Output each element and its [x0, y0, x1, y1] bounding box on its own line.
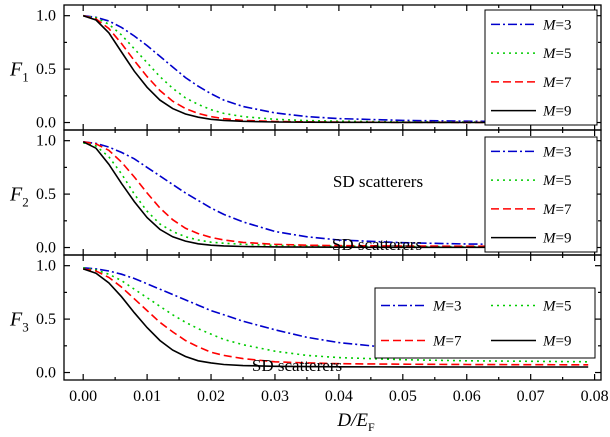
legend-label: M=7 — [432, 334, 462, 350]
legend-label: M=3 — [542, 17, 571, 33]
annotation: SD scatterers — [333, 172, 423, 191]
y-tick-label: 1.0 — [36, 133, 56, 150]
y-tick-label: 0.0 — [36, 365, 56, 382]
legend-label: M=3 — [542, 144, 571, 160]
y-axis-label: F1 — [9, 59, 29, 85]
x-tick-label: 0.05 — [389, 388, 417, 405]
legend-label: M=7 — [542, 202, 572, 218]
x-tick-label: 0.04 — [325, 388, 353, 405]
x-axis-label: D/EF — [336, 410, 375, 434]
plot-frame — [63, 254, 602, 381]
x-tick-label: 0.08 — [581, 388, 609, 405]
y-tick-label: 1.0 — [36, 258, 56, 275]
legend-label: M=5 — [542, 299, 571, 315]
panels: 0.00.51.0SD scatterersF1M=3M=5M=7M=90.00… — [9, 4, 609, 405]
legend-box — [484, 9, 598, 126]
series-line-M3 — [83, 141, 589, 246]
legend-label: M=9 — [542, 334, 571, 350]
x-tick-label: 0.01 — [133, 388, 161, 405]
panel-1: 0.0 0.5 1.0 SD scatterers F1 M=3 M=5 M=7 M=9 — [9, 4, 602, 191]
x-tick-label: 0.07 — [517, 388, 545, 405]
series-line-M7 — [83, 268, 589, 366]
annotation: SD scatterers — [252, 356, 342, 375]
panel-2: 0.0 0.5 1.0 SD scatterers F2 M=3 M=5 M=7 M=9 — [9, 129, 602, 257]
x-tick-label: 0.06 — [453, 388, 481, 405]
legend-box — [484, 136, 598, 253]
y-axis-label: F2 — [9, 184, 29, 210]
annotation: SD scatterers — [332, 235, 422, 254]
legend-label: M=9 — [542, 104, 571, 120]
x-tick-label: 0.00 — [69, 388, 97, 405]
series-line-M5 — [83, 267, 589, 363]
series-line-M3 — [83, 14, 589, 123]
y-tick-label: 0.0 — [36, 240, 56, 257]
series-line-M3 — [83, 267, 589, 356]
series-line-M9 — [82, 14, 589, 124]
legend: M=3 M=5 M=7 M=9 — [484, 136, 598, 253]
legend-label: M=7 — [542, 75, 572, 91]
x-tick-label: 0.03 — [261, 388, 289, 405]
legend-label: M=5 — [542, 173, 571, 189]
panel-3: 0.0 0.5 1.0 SD scatterers F3 M=3 M=5 M=7 M=9 0.00… — [9, 254, 609, 405]
y-tick-label: 0.5 — [36, 311, 56, 328]
x-tick-label: 0.02 — [197, 388, 225, 405]
y-tick-label: 0.5 — [36, 61, 56, 78]
series-line-M5 — [83, 142, 589, 248]
legend-label: M=9 — [542, 231, 571, 247]
y-tick-label: 0.5 — [36, 186, 56, 203]
legend: M=3 M=5 M=7 M=9 — [374, 287, 596, 359]
y-axis-label: F3 — [9, 309, 29, 335]
series-line-M9 — [82, 268, 589, 368]
legend: M=3 M=5 M=7 M=9 — [484, 9, 598, 126]
y-tick-label: 0.0 — [36, 115, 56, 132]
y-tick-label: 1.0 — [36, 8, 56, 25]
legend-label: M=5 — [542, 46, 571, 62]
legend-box — [374, 287, 596, 359]
legend-label: M=3 — [432, 299, 461, 315]
series-line-M7 — [83, 141, 589, 248]
series-line-M9 — [82, 141, 589, 249]
